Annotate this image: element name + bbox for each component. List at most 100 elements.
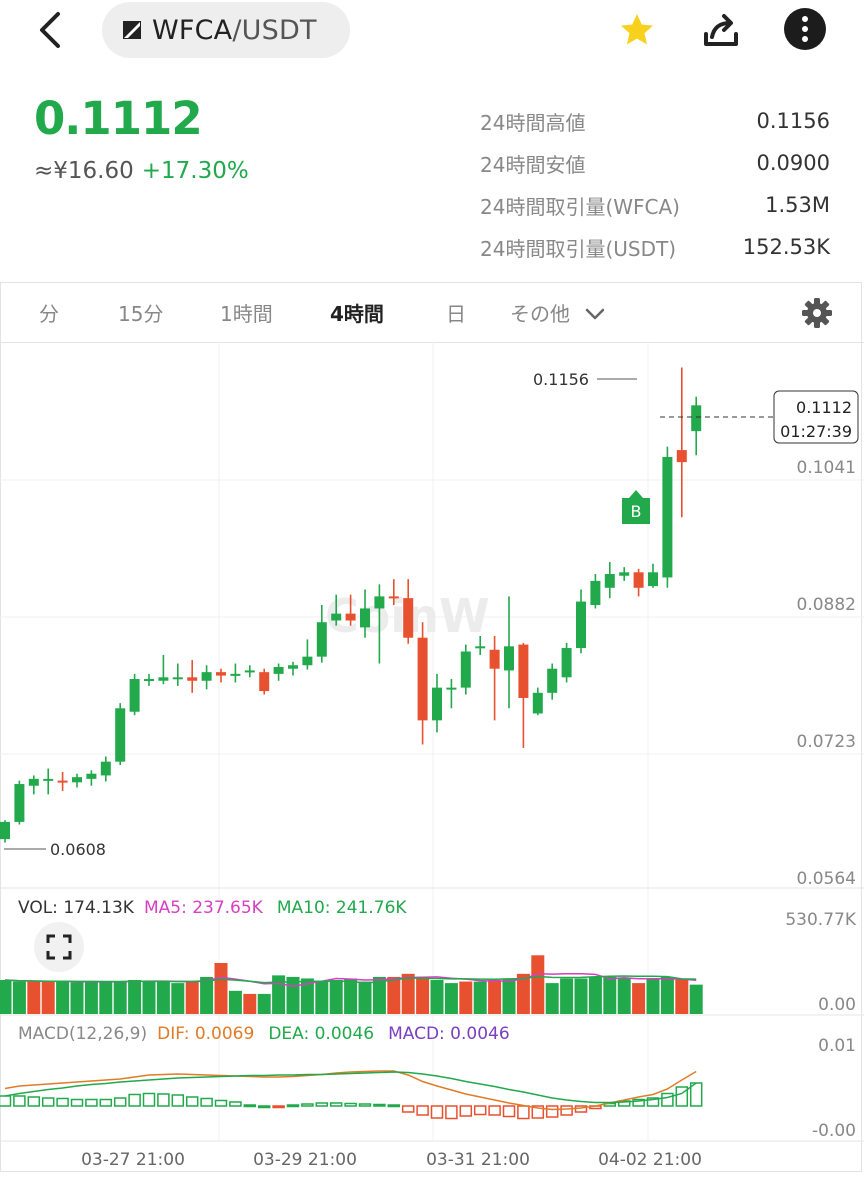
candle-body — [403, 598, 414, 638]
chevron-down-icon — [586, 308, 605, 320]
macd-hist-bar — [646, 1097, 660, 1107]
stat-value: 0.1156 — [756, 109, 830, 133]
share-icon[interactable] — [698, 8, 744, 52]
volume-bar — [401, 973, 415, 1014]
macd-hist-bar — [488, 1105, 501, 1116]
vol-value: VOL: 174.13K — [18, 898, 135, 918]
pair-quote: /USDT — [232, 14, 317, 46]
candle-body — [475, 646, 486, 649]
volume-bar — [689, 984, 703, 1014]
volume-bar — [200, 976, 214, 1014]
candle-body — [662, 456, 673, 578]
volume-bar — [243, 993, 257, 1014]
volume-bar — [257, 993, 271, 1014]
candle-body — [86, 773, 97, 779]
star-icon[interactable] — [614, 8, 660, 52]
current-price-value: 0.1112 — [796, 398, 852, 417]
stat-label: 24時間安値 — [480, 152, 586, 177]
candle-body — [0, 821, 10, 840]
back-icon[interactable] — [30, 8, 74, 52]
candle-body — [158, 677, 169, 681]
top-bar: WFCA/USDT — [0, 0, 864, 64]
candle-body — [388, 596, 399, 599]
volume-bar — [344, 978, 358, 1014]
volume-bar — [99, 981, 113, 1014]
tab-day[interactable]: 日 — [446, 302, 466, 326]
volume-max-label: 530.77K — [785, 910, 856, 930]
candle-body — [561, 648, 572, 678]
candle-body — [360, 608, 370, 628]
macd-hist-bar — [387, 1104, 401, 1108]
volume-bar — [128, 980, 142, 1014]
volume-min-label: 0.00 — [818, 995, 856, 1015]
macd-hist-bar — [200, 1097, 213, 1107]
volume-bar — [459, 981, 473, 1014]
tab-more-label: その他 — [510, 302, 570, 326]
volume-bar — [0, 980, 12, 1014]
volume-group — [0, 955, 703, 1014]
candle-body — [446, 687, 457, 690]
tab-minute[interactable]: 分 — [39, 302, 59, 326]
macd-hist-bar — [416, 1105, 429, 1116]
buy-marker-label: B — [631, 502, 642, 521]
volume-bar — [430, 980, 444, 1014]
volume-bar — [358, 981, 372, 1014]
candles-group — [0, 367, 702, 843]
macd-hist-bar — [27, 1096, 41, 1107]
candle-body — [590, 580, 601, 606]
tab-15min[interactable]: 15分 — [118, 302, 164, 326]
macd-hist-bar — [545, 1105, 559, 1118]
volume-bar — [315, 981, 329, 1014]
candle-body — [216, 672, 226, 676]
vol-ma10: MA10: 241.76K — [277, 898, 408, 918]
candle-body — [172, 677, 183, 680]
volume-bar — [387, 976, 401, 1014]
candle-body — [201, 672, 212, 681]
fullscreen-icon — [46, 934, 72, 960]
volume-bar — [372, 976, 386, 1014]
macd-hist-bar — [229, 1101, 242, 1107]
macd-hist-bar — [70, 1098, 84, 1107]
stat-label: 24時間取引量(USDT) — [480, 236, 677, 261]
y-tick-label: 0.0723 — [797, 732, 856, 752]
chart-grid — [0, 342, 864, 1142]
change-percent: +17.30% — [141, 158, 249, 184]
volume-bar — [660, 976, 674, 1014]
macd-hist-bar — [113, 1097, 127, 1107]
y-tick-label: 0.0564 — [797, 869, 856, 889]
candle-body — [288, 665, 298, 669]
fullscreen-button[interactable] — [34, 922, 84, 972]
candle-body — [504, 646, 514, 671]
candle-body — [460, 651, 471, 688]
x-tick-label: 04-02 21:00 — [598, 1150, 702, 1170]
volume-bar — [646, 978, 660, 1014]
macd-hist-bar — [272, 1105, 285, 1109]
macd-hist-bar — [430, 1105, 444, 1119]
macd-title: MACD(12,26,9) — [18, 1024, 147, 1044]
macd-dea-line — [4, 1071, 697, 1104]
candle-body — [72, 777, 82, 783]
chart-frame — [0, 282, 862, 1172]
kline-svg[interactable]: CoinW 0.1156 0.0608 0.1112 01:27:39 B 0.… — [0, 342, 864, 1175]
gear-icon[interactable] — [800, 296, 834, 330]
tab-1hour[interactable]: 1時間 — [220, 302, 273, 326]
pair-selector[interactable]: WFCA/USDT — [102, 2, 350, 58]
macd-hist-bar — [401, 1105, 415, 1113]
macd-hist-bar — [531, 1105, 545, 1119]
stat-label: 24時間取引量(WFCA) — [480, 194, 680, 219]
macd-hist-bar — [502, 1105, 516, 1118]
macd-max-label: 0.01 — [818, 1036, 856, 1056]
kline-chart[interactable]: CoinW 0.1156 0.0608 0.1112 01:27:39 B 0.… — [0, 342, 864, 1175]
more-icon[interactable] — [782, 6, 828, 52]
tab-4hour[interactable]: 4時間 — [330, 302, 384, 326]
stat-row-volume-quote: 24時間取引量(USDT) 152.53K — [480, 226, 830, 268]
macd-hist-bar — [85, 1098, 98, 1107]
candle-body — [259, 672, 270, 692]
macd-hist-bar — [243, 1104, 257, 1108]
volume-bar — [488, 980, 502, 1014]
candle-body — [518, 644, 529, 698]
candle-body — [302, 656, 313, 666]
volume-legend: VOL: 174.13K MA5: 237.65K MA10: 241.76K — [18, 898, 407, 918]
tab-more[interactable]: その他 — [510, 298, 606, 327]
candle-body — [115, 708, 126, 762]
